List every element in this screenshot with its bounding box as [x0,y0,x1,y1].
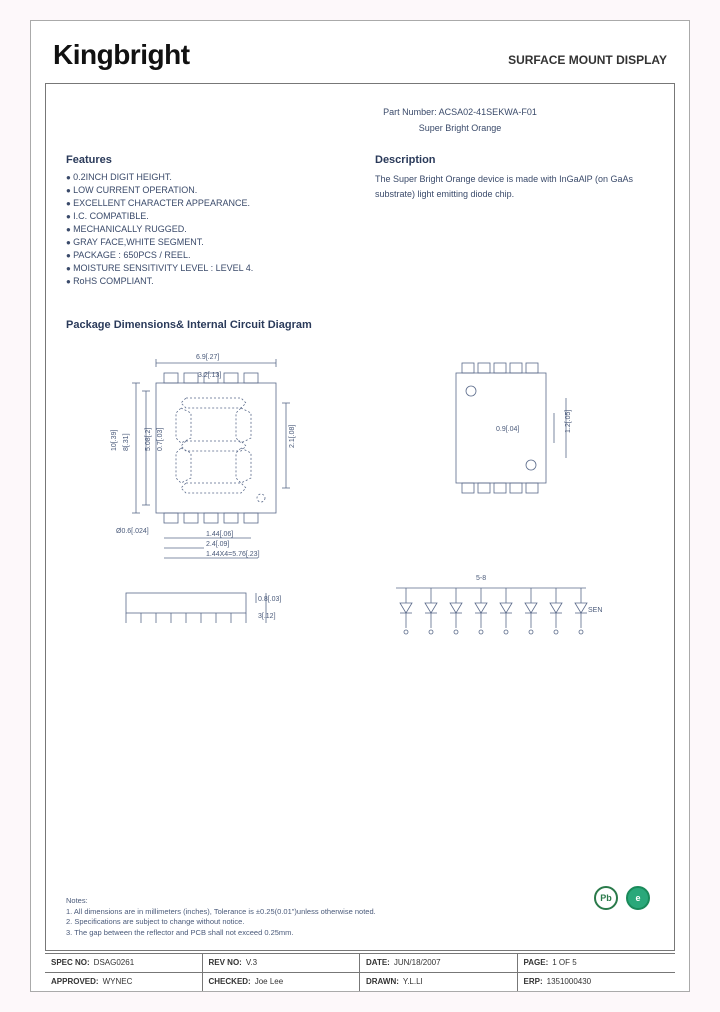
back-view-drawing: 0.9[.04] 1.2[.05] [436,353,586,513]
page-header: Kingbright SURFACE MOUNT DISPLAY [31,21,689,79]
dim-side2: 3[.12] [258,613,276,620]
footer-page: PAGE:1 OF 5 [518,954,676,973]
feature-item: 0.2INCH DIGIT HEIGHT. [66,172,345,182]
circuit-diagram: 5-8 SEN [386,568,606,658]
description-text: The Super Bright Orange device is made w… [375,172,654,201]
note-item: 2. Specifications are subject to change … [66,917,654,928]
circuit-top-label: 5-8 [476,575,486,582]
feature-item: RoHS COMPLIANT. [66,276,345,286]
features-list: 0.2INCH DIGIT HEIGHT. LOW CURRENT OPERAT… [66,172,345,286]
note-item: 1. All dimensions are in millimeters (in… [66,907,654,918]
note-item: 3. The gap between the reflector and PCB… [66,928,654,939]
dim-back1: 0.9[.04] [496,426,519,433]
feature-item: PACKAGE : 650PCS / REEL. [66,250,345,260]
part-number: ACSA02-41SEKWA-F01 [439,107,537,117]
feature-item: MOISTURE SENSITIVITY LEVEL : LEVEL 4. [66,263,345,273]
dim-lead3: 1.44X4=5.76[.23] [206,551,260,558]
feature-item: GRAY FACE,WHITE SEGMENT. [66,237,345,247]
dim-pitch: 2.1[.08] [289,425,296,448]
notes-block: Notes: 1. All dimensions are in millimet… [66,896,654,938]
part-label: Part Number: [383,107,437,117]
dim-side1: 0.8[.03] [258,596,281,603]
dim-height-inner: 8[.31] [123,434,130,452]
two-column-section: Features 0.2INCH DIGIT HEIGHT. LOW CURRE… [66,154,654,289]
dim-inner-w: 3.2[.13] [198,372,221,379]
dim-back2: 1.2[.05] [565,410,572,433]
brand-logo: Kingbright [53,39,190,71]
footer-erp: ERP:1351000430 [518,973,676,992]
dim-hole: Ø0.6[.024] [116,528,149,535]
footer-spec-no: SPEC NO:DSAG0261 [45,954,203,973]
dim-digit-h: 5.08[.2] [145,428,152,451]
dim-lead2: 2.4[.09] [206,541,229,548]
features-column: Features 0.2INCH DIGIT HEIGHT. LOW CURRE… [66,154,345,289]
dim-seg-w: 0.7[.03] [157,428,164,451]
page-container: Kingbright SURFACE MOUNT DISPLAY Part Nu… [30,20,690,992]
package-diagram: 6.9[.27] 3.2[.13] 10[.39] 8[.31] 5.08[.2… [66,343,654,673]
feature-item: EXCELLENT CHARACTER APPEARANCE. [66,198,345,208]
description-heading: Description [375,154,654,166]
footer-rev: REV NO:V.3 [203,954,361,973]
front-view-drawing: 6.9[.27] 3.2[.13] 10[.39] 8[.31] 5.08[.2… [86,343,346,563]
footer-checked: CHECKED:Joe Lee [203,973,361,992]
dim-width: 6.9[.27] [196,354,219,361]
description-column: Description The Super Bright Orange devi… [375,154,654,289]
circuit-sen-label: SEN [588,607,602,614]
feature-item: MECHANICALLY RUGGED. [66,224,345,234]
part-color: Super Bright Orange [266,120,654,136]
notes-heading: Notes: [66,896,654,907]
dim-lead1: 1.44[.06] [206,531,233,538]
footer-date: DATE:JUN/18/2007 [360,954,518,973]
dim-height: 10[.39] [111,430,118,451]
content-frame: Part Number: ACSA02-41SEKWA-F01 Super Br… [45,83,675,951]
footer-drawn: DRAWN:Y.L.LI [360,973,518,992]
product-title: SURFACE MOUNT DISPLAY [508,53,667,71]
package-heading: Package Dimensions& Internal Circuit Dia… [66,319,654,331]
footer-approved: APPROVED:WYNEC [45,973,203,992]
feature-item: I.C. COMPATIBLE. [66,211,345,221]
side-view-drawing: 0.8[.03] 3[.12] [106,573,286,643]
footer-table: SPEC NO:DSAG0261 REV NO:V.3 DATE:JUN/18/… [45,953,675,991]
part-info: Part Number: ACSA02-41SEKWA-F01 Super Br… [266,104,654,136]
features-heading: Features [66,154,345,166]
feature-item: LOW CURRENT OPERATION. [66,185,345,195]
